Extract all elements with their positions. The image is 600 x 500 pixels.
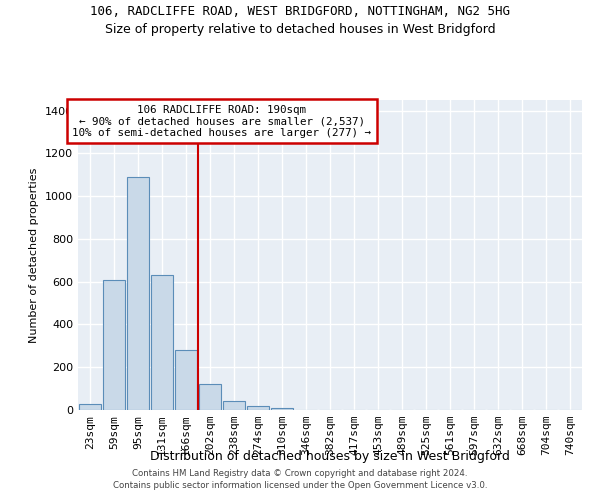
- Bar: [127, 177, 149, 410]
- Bar: [271, 408, 293, 410]
- Bar: [103, 280, 125, 410]
- Text: Contains HM Land Registry data © Crown copyright and database right 2024.: Contains HM Land Registry data © Crown c…: [132, 468, 468, 477]
- Bar: [175, 350, 197, 410]
- Text: Distribution of detached houses by size in West Bridgford: Distribution of detached houses by size …: [150, 450, 510, 463]
- Text: Size of property relative to detached houses in West Bridgford: Size of property relative to detached ho…: [104, 22, 496, 36]
- Text: 106, RADCLIFFE ROAD, WEST BRIDGFORD, NOTTINGHAM, NG2 5HG: 106, RADCLIFFE ROAD, WEST BRIDGFORD, NOT…: [90, 5, 510, 18]
- Bar: [223, 402, 245, 410]
- Bar: [151, 276, 173, 410]
- Bar: [247, 406, 269, 410]
- Text: Contains public sector information licensed under the Open Government Licence v3: Contains public sector information licen…: [113, 481, 487, 490]
- Y-axis label: Number of detached properties: Number of detached properties: [29, 168, 40, 342]
- Bar: [79, 404, 101, 410]
- Text: 106 RADCLIFFE ROAD: 190sqm
← 90% of detached houses are smaller (2,537)
10% of s: 106 RADCLIFFE ROAD: 190sqm ← 90% of deta…: [72, 104, 371, 138]
- Bar: [199, 384, 221, 410]
